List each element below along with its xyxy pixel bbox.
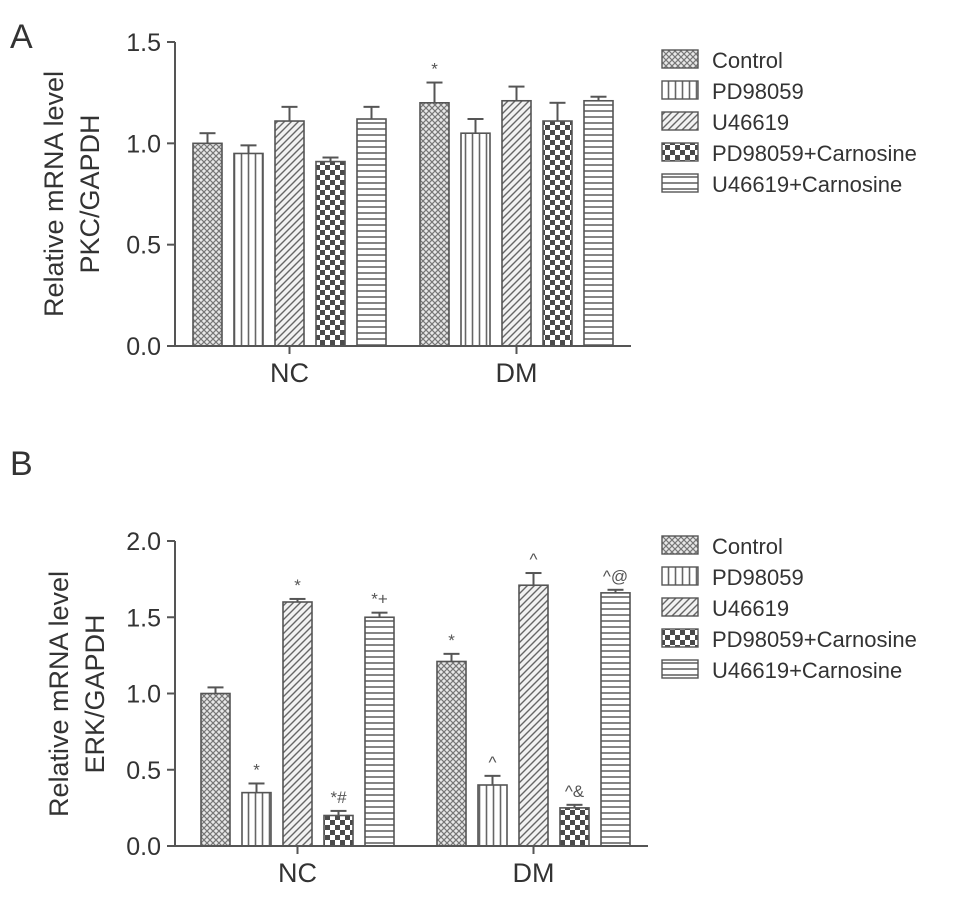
legend-swatch [661,659,699,679]
significance-label: * [294,576,301,595]
legend-swatch [661,111,699,131]
y-tick-label: 0.0 [126,833,161,861]
legend-swatch [661,173,699,193]
y-tick-label: 0.5 [126,232,161,260]
x-tick-label: NC [270,358,309,388]
bar [233,152,264,347]
bar [282,601,313,847]
significance-label: *+ [371,590,388,609]
legend-label: U46619+Carnosine [712,172,902,197]
bar [192,142,223,347]
legend-label: U46619 [712,596,789,621]
y-axis-title-line1: Relative mRNA level [44,571,74,817]
legend-label: U46619 [712,110,789,135]
legend-label: PD98059 [712,565,804,590]
bar [518,584,549,847]
legend: Control PD98059 U46619 PD98059+Carnosine U46… [661,48,917,197]
legend-swatch [661,628,699,648]
legend-swatch [661,535,699,555]
panel-a: A Relative mRNA level PKC/GAPDH 0.0 0.5 1.… [10,18,917,388]
legend-label: PD98059+Carnosine [712,141,917,166]
y-tick-label: 1.0 [126,681,161,709]
legend-label: Control [712,534,783,559]
legend-label: U46619+Carnosine [712,658,902,683]
bar [501,99,532,347]
bar [241,791,272,847]
y-tick-label: 1.5 [126,29,161,57]
bar [477,784,508,847]
significance-label: ^ [489,753,497,772]
y-axis-title-line1: Relative mRNA level [39,71,69,317]
bar [460,132,491,347]
bars: * * ^ * ^ *# ^& *+ ^@ [200,550,631,847]
bar [600,592,631,847]
bar [542,120,573,347]
panel-b: B Relative mRNA level ERK/GAPDH 0.0 0.5 1.… [10,445,917,888]
bar [200,692,231,847]
y-tick-label: 2.0 [126,528,161,556]
bar [315,160,346,347]
panel-letter-a: A [10,18,33,56]
significance-label: * [253,760,260,779]
y-tick-label: 0.0 [126,333,161,361]
legend-swatch [661,142,699,162]
panel-letter-b: B [10,445,33,483]
bar [364,616,395,847]
y-axis-title-line2: PKC/GAPDH [75,114,105,273]
y-axis: 0.0 0.5 1.0 1.5 [126,29,176,361]
x-tick-label: DM [513,858,555,888]
x-tick-label: DM [496,358,538,388]
bars: * [192,60,614,347]
bar [583,99,614,347]
significance-label: *# [330,788,347,807]
bar [274,120,305,347]
legend-swatch [661,597,699,617]
significance-label: ^& [565,782,585,801]
legend: Control PD98059 U46619 PD98059+Carnosine U46… [661,534,917,683]
x-axis: NC DM [175,845,648,888]
y-axis: 0.0 0.5 1.0 1.5 2.0 [126,528,176,861]
legend-label: PD98059 [712,79,804,104]
significance-label: ^ [530,550,538,569]
y-tick-label: 0.5 [126,757,161,785]
bar [419,102,450,347]
significance-label: * [448,631,455,650]
x-axis: NC DM [175,345,631,388]
legend-swatch [661,80,699,100]
bar [559,807,590,847]
legend-label: Control [712,48,783,73]
legend-swatch [661,49,699,69]
significance-label: ^@ [603,567,628,586]
bar [356,118,387,347]
bar [436,660,467,847]
legend-label: PD98059+Carnosine [712,627,917,652]
y-tick-label: 1.0 [126,130,161,158]
y-tick-label: 1.5 [126,604,161,632]
y-axis-title-line2: ERK/GAPDH [80,614,110,773]
significance-label: * [431,60,438,79]
x-tick-label: NC [278,858,317,888]
bar [323,814,354,847]
legend-swatch [661,566,699,586]
